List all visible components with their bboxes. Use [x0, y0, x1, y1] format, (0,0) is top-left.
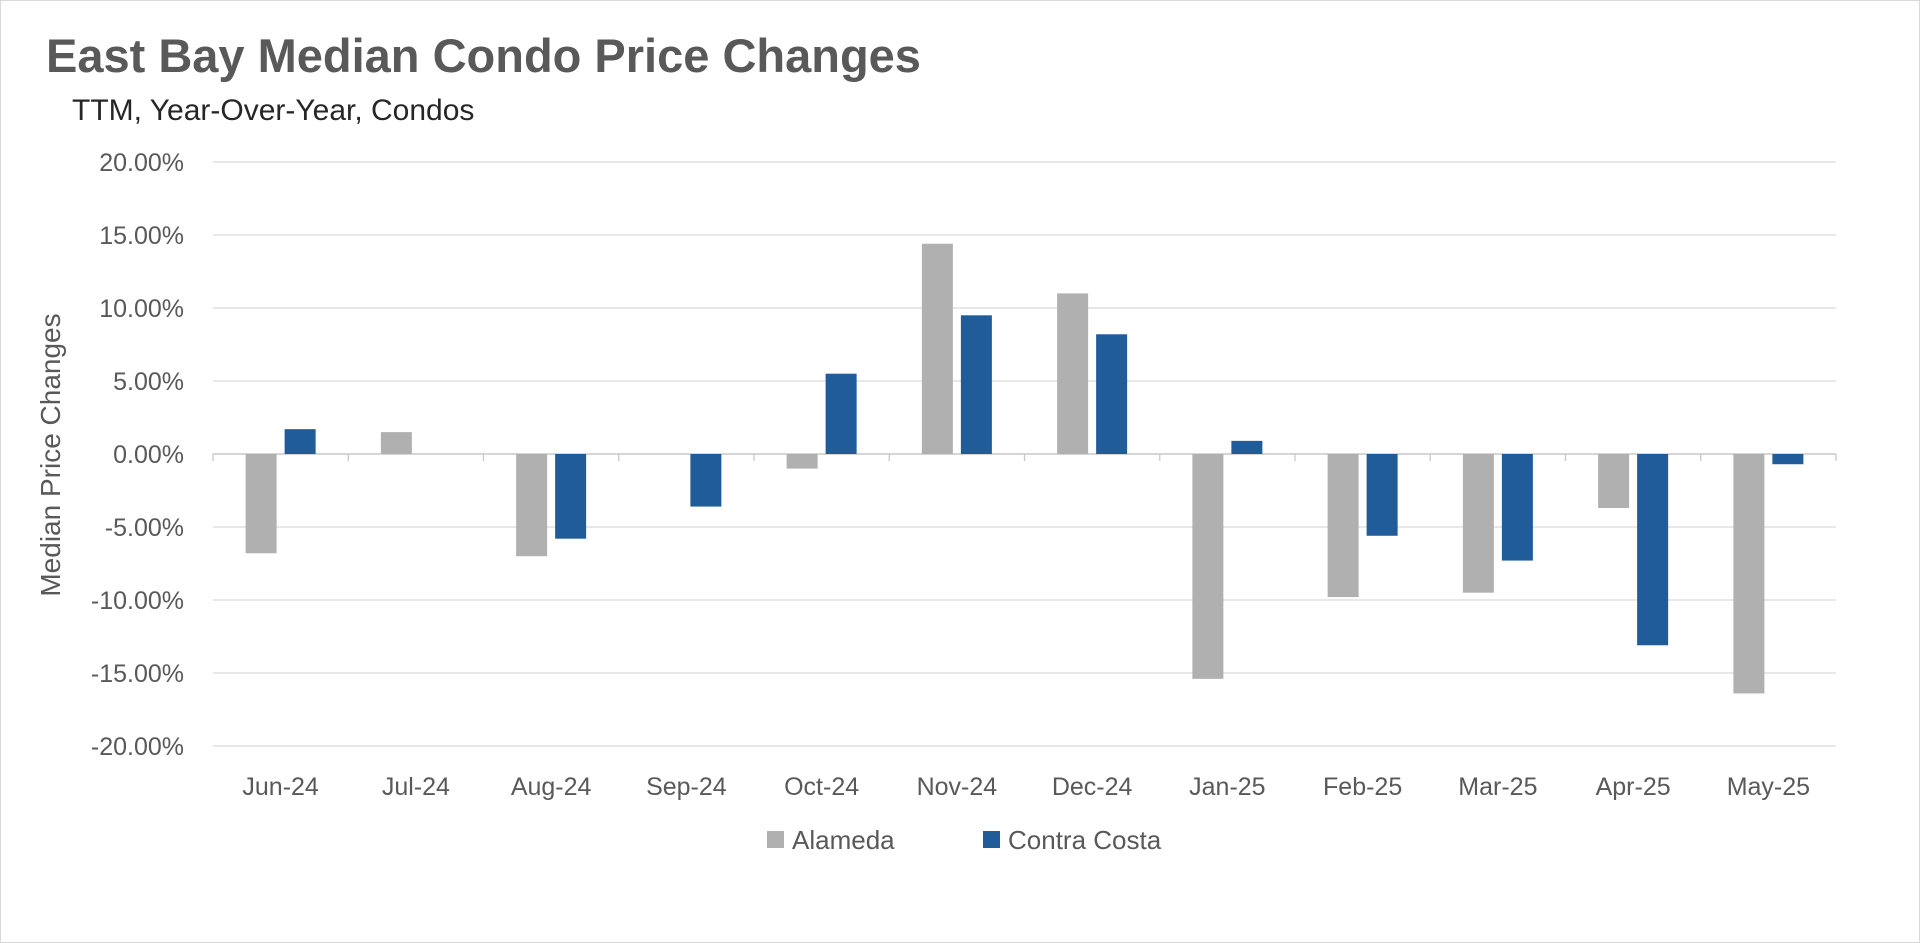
bar-alameda-aug-24 [516, 454, 548, 557]
bars [245, 243, 1804, 694]
bar-alameda-feb-25 [1327, 454, 1359, 598]
x-tick-label: Aug-24 [511, 773, 592, 801]
y-tick-label: -5.00% [105, 514, 184, 542]
legend: Alameda Contra Costa [767, 825, 1162, 855]
legend-swatch-alameda [767, 831, 784, 848]
y-tick-label: -20.00% [91, 733, 184, 761]
bar-alameda-dec-24 [1057, 293, 1089, 454]
y-tick-label: 10.00% [99, 295, 184, 323]
x-tick-label: Jun-24 [242, 773, 319, 801]
bar-contra-costa-feb-25 [1366, 454, 1398, 536]
x-tick-label: Mar-25 [1458, 773, 1537, 801]
legend-label-contra-costa: Contra Costa [1008, 825, 1162, 855]
bar-alameda-jul-24 [380, 432, 412, 454]
legend-swatch-contra-costa [983, 831, 1000, 848]
x-tick-label: Nov-24 [917, 773, 998, 801]
legend-label-alameda: Alameda [792, 825, 895, 855]
x-tick-label: Feb-25 [1323, 773, 1402, 801]
x-tick-label: Apr-25 [1596, 773, 1671, 801]
bar-contra-costa-jun-24 [284, 429, 316, 454]
x-axis-tick-labels: Jun-24 Jul-24 Aug-24 Sep-24 Oct-24 Nov-24 Dec-… [242, 773, 1810, 801]
y-axis-tick-labels: 20.00% 15.00% 10.00% 5.00% 0.00% -5.00% -10.00… [91, 149, 184, 761]
bar-contra-costa-apr-25 [1637, 454, 1669, 646]
bar-alameda-nov-24 [921, 243, 953, 454]
x-tick-label: Dec-24 [1052, 773, 1133, 801]
y-axis-title: Median Price Changes [35, 313, 66, 596]
x-tick-label: Jul-24 [382, 773, 450, 801]
y-tick-label: 15.00% [99, 222, 184, 250]
x-tick-label: Sep-24 [646, 773, 727, 801]
gridlines [212, 161, 1837, 747]
y-tick-label: -10.00% [91, 587, 184, 615]
x-tick-label: May-25 [1727, 773, 1810, 801]
bar-contra-costa-jan-25 [1231, 440, 1263, 454]
bar-contra-costa-nov-24 [960, 315, 992, 454]
x-tick-label: Oct-24 [784, 773, 859, 801]
chart-title: East Bay Median Condo Price Changes [46, 29, 921, 82]
y-tick-label: 20.00% [99, 149, 184, 177]
bar-alameda-oct-24 [786, 454, 818, 469]
y-tick-label: 5.00% [113, 368, 184, 396]
bar-contra-costa-aug-24 [555, 454, 587, 539]
bar-alameda-mar-25 [1462, 454, 1494, 593]
y-tick-label: 0.00% [113, 441, 184, 469]
bar-contra-costa-sep-24 [690, 454, 722, 507]
bar-contra-costa-may-25 [1772, 454, 1804, 465]
bar-contra-costa-oct-24 [825, 373, 857, 454]
bar-alameda-jun-24 [245, 454, 277, 554]
bar-contra-costa-mar-25 [1501, 454, 1533, 561]
y-tick-label: -15.00% [91, 660, 184, 688]
x-tick-label: Jan-25 [1189, 773, 1265, 801]
bar-alameda-may-25 [1733, 454, 1765, 694]
bar-alameda-apr-25 [1598, 454, 1630, 509]
chart-subtitle: TTM, Year-Over-Year, Condos [72, 94, 475, 127]
bar-contra-costa-dec-24 [1096, 334, 1128, 454]
bar-alameda-jan-25 [1192, 454, 1224, 679]
